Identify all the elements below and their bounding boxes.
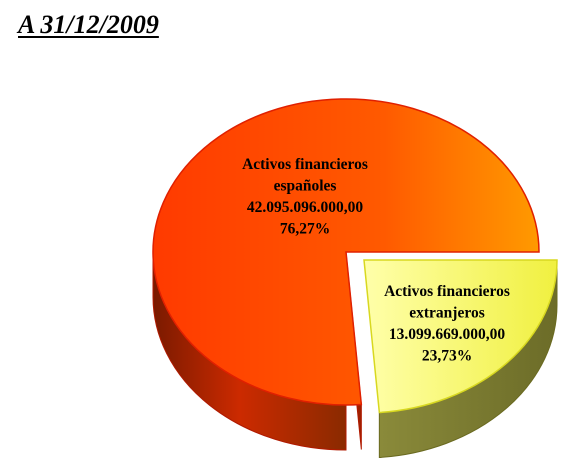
pie-slice-extranjeros — [363, 259, 558, 414]
slice-1-value-text: 13.099.669.000,00 — [389, 326, 506, 343]
slice-1-label-line1: Activos financieros — [384, 283, 510, 300]
pie-slice-espanoles — [152, 98, 540, 406]
slice-1-percent-text: 23,73% — [422, 348, 472, 365]
chart-title: A 31/12/2009 — [18, 10, 159, 39]
slice-0-label-line1: Activos financieros — [242, 156, 368, 173]
slice-0-percent-text: 76,27% — [280, 221, 330, 238]
slice-1-label-line2: extranjeros — [409, 305, 484, 322]
slice-0-value-text: 42.095.096.000,00 — [247, 199, 364, 216]
slice-0-label-line2: españoles — [274, 178, 337, 195]
